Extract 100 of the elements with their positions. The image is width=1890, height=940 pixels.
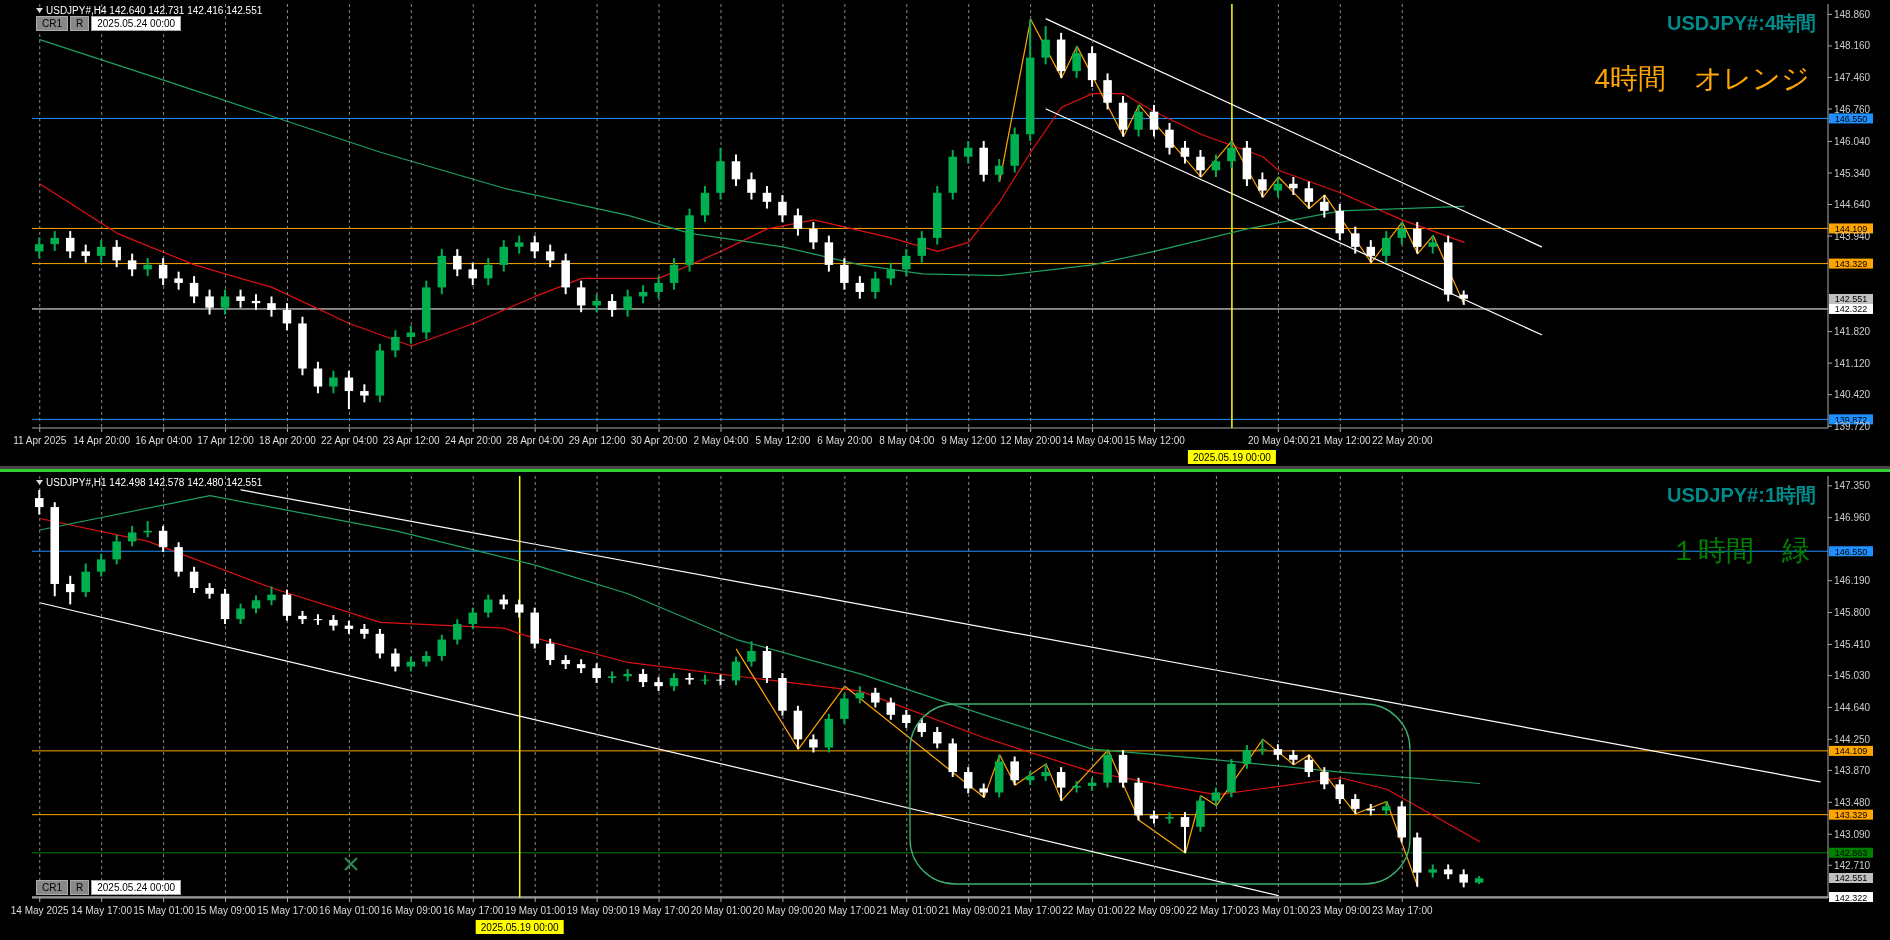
y-tick-label: 144.640 xyxy=(1834,702,1871,713)
x-tick-label: 18 Apr 20:00 xyxy=(259,435,317,446)
candlestick xyxy=(360,383,369,404)
line-series xyxy=(39,93,1465,347)
candlestick xyxy=(112,533,121,566)
candlestick xyxy=(344,369,354,411)
candlestick xyxy=(1304,753,1314,778)
candlestick xyxy=(282,588,292,622)
y-tick-label: 143.480 xyxy=(1834,796,1871,808)
candlestick xyxy=(1227,139,1236,170)
x-tick-label: 17 Apr 12:00 xyxy=(197,435,255,446)
y-tick-label: 148.860 xyxy=(1834,8,1871,20)
line-series xyxy=(39,517,1481,843)
text: 4時間 オレンジ xyxy=(1594,62,1810,96)
x-tick-label: 16 Apr 04:00 xyxy=(135,435,193,446)
candlestick xyxy=(902,248,911,278)
candlestick xyxy=(1242,744,1252,770)
annotation: USDJPY#,H4 142.640 142.731 142.416 142.551 xyxy=(46,5,263,16)
text: 142.551 xyxy=(1829,293,1873,304)
candlestick xyxy=(1304,180,1314,210)
candlestick xyxy=(220,288,230,316)
candlestick xyxy=(437,633,447,662)
candlestick xyxy=(545,243,555,269)
y-tick-label: 145.410 xyxy=(1834,639,1871,651)
candlestick xyxy=(1366,239,1376,264)
candlestick xyxy=(1072,45,1081,79)
candlestick xyxy=(963,139,973,165)
candlestick xyxy=(1273,176,1283,199)
x-tick-label: 14 May 04:00 xyxy=(1062,435,1124,446)
candlestick xyxy=(1397,221,1406,246)
candlestick xyxy=(127,252,137,278)
x-tick-label: 22 May 01:00 xyxy=(1062,905,1124,916)
candlestick xyxy=(793,207,803,237)
x-tick-label: 23 May 01:00 xyxy=(1248,905,1310,916)
candlestick xyxy=(1382,230,1391,264)
x-tick-label: 19 May 17:00 xyxy=(628,905,690,916)
chart-title: USDJPY#:4時間 xyxy=(1667,11,1816,36)
annotation: USDJPY#,H1 142.498 142.578 142.480 142.551 xyxy=(46,477,263,488)
candlestick xyxy=(530,234,539,260)
x-tick-label: 29 Apr 12:00 xyxy=(568,435,626,446)
candlestick xyxy=(127,524,137,548)
y-tick-label: 146.040 xyxy=(1834,135,1871,147)
line-series xyxy=(39,39,1465,277)
candlestick xyxy=(623,288,632,318)
x-tick-label: 9 May 12:00 xyxy=(941,435,997,446)
candlestick xyxy=(1320,766,1329,791)
candlestick xyxy=(762,185,772,210)
x-tick-label: 12 May 20:00 xyxy=(1000,435,1062,446)
candlestick xyxy=(391,329,400,359)
x-tick-label: 16 May 17:00 xyxy=(442,905,504,916)
candlestick xyxy=(65,574,75,606)
candlestick xyxy=(592,293,601,314)
candlestick xyxy=(112,239,121,269)
y-tick-label: 140.420 xyxy=(1834,389,1871,401)
candlestick xyxy=(855,275,865,300)
annotation: R xyxy=(70,880,90,895)
x-tick-label: 15 May 01:00 xyxy=(133,905,195,916)
x-tick-label: 20 May 01:00 xyxy=(690,905,752,916)
candlestick xyxy=(65,230,75,260)
x-tick-label: 11 Apr 2025 xyxy=(13,435,67,446)
candlestick xyxy=(174,270,183,291)
x-tick-label: 19 May 09:00 xyxy=(566,905,628,916)
x-tick-label: 21 May 09:00 xyxy=(938,905,1000,916)
candlestick xyxy=(1335,778,1345,805)
ref-line-label: 143.329 xyxy=(1834,810,1868,821)
ref-line-label: 146.550 xyxy=(1834,546,1868,557)
x-tick-label: 14 May 17:00 xyxy=(71,905,133,916)
candlestick xyxy=(375,627,385,660)
candlestick xyxy=(453,248,462,278)
annotation: 2025.05.24 00:00 xyxy=(91,880,182,895)
candlestick xyxy=(1320,194,1329,219)
candlestick xyxy=(886,696,896,721)
y-tick-label: 142.710 xyxy=(1834,859,1871,871)
candlestick xyxy=(329,369,338,395)
candlestick xyxy=(1351,793,1360,815)
candlestick xyxy=(1180,811,1190,855)
candlestick xyxy=(545,637,555,666)
candlestick xyxy=(747,640,756,668)
x-tick-label: 14 Apr 20:00 xyxy=(73,435,131,446)
chart-title: USDJPY#:1時間 xyxy=(1667,483,1816,508)
x-tick-label: 20 May 09:00 xyxy=(752,905,814,916)
x-tick-label: 20 May 04:00 xyxy=(1248,435,1310,446)
x-tick-label: 22 May 09:00 xyxy=(1124,905,1186,916)
candlestick xyxy=(1196,148,1205,179)
candlestick xyxy=(313,360,323,395)
candlestick xyxy=(592,662,601,684)
candlestick xyxy=(840,692,849,725)
candlestick xyxy=(143,257,152,278)
candlestick xyxy=(1165,121,1174,156)
ref-line-label: 142.863 xyxy=(1834,848,1868,859)
y-tick-label: 145.030 xyxy=(1834,670,1871,682)
candlestick xyxy=(747,171,756,201)
ref-line-label: 142.322 xyxy=(1834,892,1868,903)
y-tick-label: 147.460 xyxy=(1834,72,1871,83)
annotation: CR1 xyxy=(36,16,69,31)
candlestick xyxy=(654,275,663,300)
candlestick xyxy=(871,686,880,709)
y-tick-label: 144.250 xyxy=(1834,733,1871,745)
candlestick xyxy=(236,602,245,626)
candlestick xyxy=(886,261,896,287)
